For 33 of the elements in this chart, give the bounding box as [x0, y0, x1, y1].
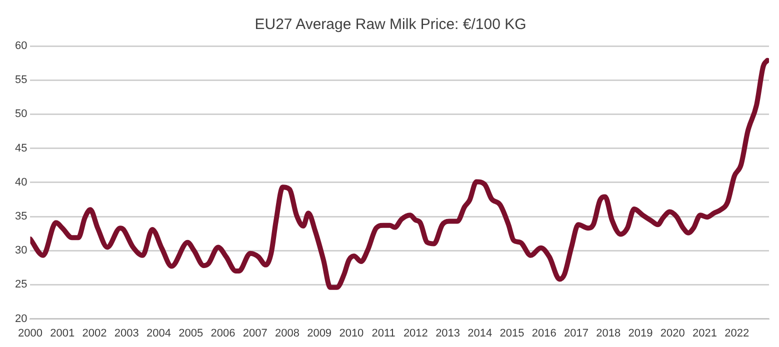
y-tick-label: 45 — [14, 142, 28, 154]
y-tick-label: 20 — [14, 312, 28, 325]
x-tick-label: 2008 — [274, 327, 300, 340]
x-tick-label: 2005 — [178, 327, 204, 340]
x-tick-label: 2016 — [532, 327, 556, 340]
x-tick-label: 2006 — [210, 327, 236, 340]
x-tick-label: 2021 — [692, 327, 717, 340]
y-tick-label: 55 — [14, 74, 28, 86]
x-tick-label: 2001 — [50, 327, 75, 340]
x-tick-label: 2007 — [242, 327, 268, 340]
x-tick-label: 2013 — [436, 327, 460, 340]
x-tick-label: 2012 — [403, 327, 428, 340]
y-tick-label: 50 — [14, 108, 28, 120]
x-tick-label: 2010 — [339, 327, 364, 340]
x-tick-label: 2017 — [564, 327, 589, 340]
x-tick-label: 2002 — [82, 327, 107, 340]
y-tick-label: 30 — [14, 244, 28, 257]
y-tick-label: 60 — [14, 40, 28, 52]
x-tick-label: 2003 — [114, 327, 139, 340]
y-tick-label: 35 — [14, 210, 28, 223]
x-tick-label: 2018 — [596, 327, 621, 340]
x-tick-label: 2014 — [468, 327, 492, 340]
y-tick-label: 25 — [14, 278, 28, 291]
x-tick-label: 2004 — [146, 327, 171, 340]
x-tick-label: 2000 — [18, 327, 42, 340]
x-tick-label: 2009 — [307, 327, 332, 340]
y-tick-label: 40 — [14, 176, 28, 188]
x-tick-label: 2015 — [500, 327, 524, 340]
x-tick-label: 2022 — [724, 327, 750, 340]
x-tick-label: 2020 — [660, 327, 685, 340]
x-tick-label: 2011 — [372, 327, 396, 340]
chart-title: EU27 Average Raw Milk Price: €/100 KG — [254, 16, 526, 34]
x-tick-label: 2019 — [628, 327, 653, 340]
